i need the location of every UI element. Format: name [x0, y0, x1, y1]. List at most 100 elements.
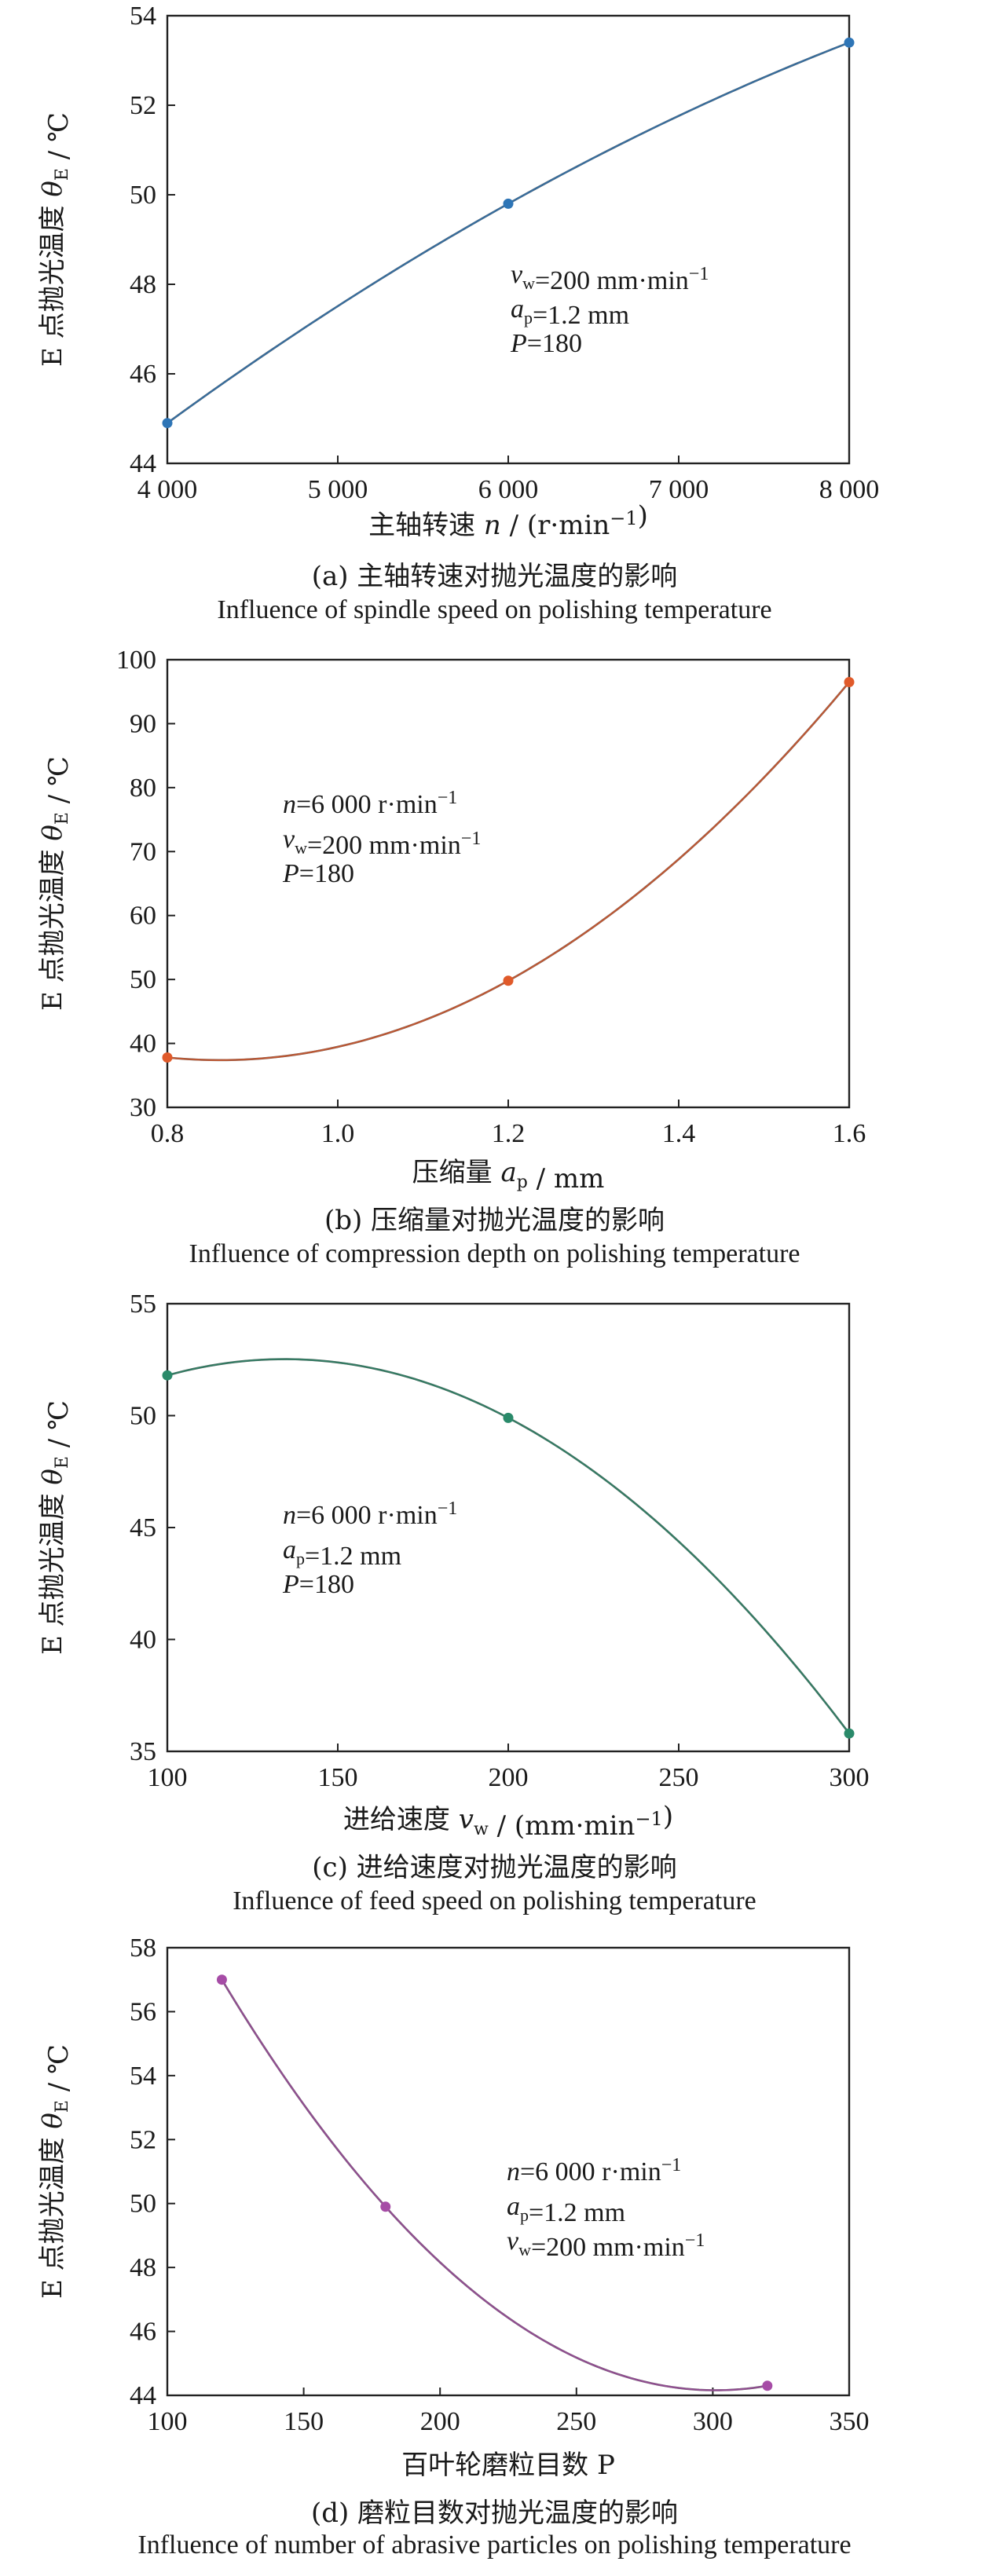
parameter-annotation: n=6 000 r·min−1 [507, 2155, 681, 2186]
y-tick-label: 44 [130, 449, 156, 478]
x-axis-label: 进给速度 vw / (mm·min−1) [343, 1801, 673, 1842]
x-tick-label: 100 [148, 2407, 188, 2436]
x-tick-label: 300 [693, 2407, 733, 2436]
parameter-annotation: P=180 [282, 1570, 354, 1599]
parameter-annotation: P=180 [510, 329, 582, 358]
y-tick-label: 45 [130, 1513, 156, 1542]
series-line-accent [167, 681, 850, 1061]
chart-c-subtitle: Influence of feed speed on polishing tem… [233, 1886, 756, 1916]
chart-panel-b: 0.8 1.0 1.2 1.4 1.6 30 40 50 60 70 80 90 100 压缩量 ap /… [0, 636, 989, 1280]
series-line-accent [221, 1979, 768, 2391]
chart-b-plot: 0.8 1.0 1.2 1.4 1.6 30 40 50 60 70 80 90 100 压缩量 ap /… [37, 646, 866, 1195]
chart-b-subtitle: Influence of compression depth on polish… [189, 1239, 800, 1268]
parameter-annotation: ap=1.2 mm [283, 1535, 401, 1571]
data-point [503, 975, 514, 986]
data-point [380, 2201, 391, 2212]
data-point [216, 1974, 227, 1985]
y-axis-label: E 点抛光温度 θE / ℃ [37, 756, 75, 1011]
x-tick-label: 0.8 [151, 1119, 185, 1148]
y-tick-label: 58 [130, 1934, 156, 1963]
y-tick-label: 60 [130, 902, 156, 931]
y-tick-label: 90 [130, 709, 156, 738]
y-tick-label: 80 [130, 774, 156, 803]
parameter-annotation: P=180 [282, 859, 354, 888]
x-tick-label: 1.4 [662, 1119, 696, 1148]
y-tick-label: 54 [130, 2062, 156, 2091]
y-tick-label: 55 [130, 1290, 156, 1319]
chart-panel-a: 4 000 5 000 6 000 7 000 8 000 44 46 48 50 52 54 主轴转… [0, 0, 989, 636]
x-tick-label: 7 000 [649, 475, 709, 504]
y-tick-label: 100 [116, 646, 156, 675]
chart-d-title: (d) 磨粒目数对抛光温度的影响 [310, 2497, 679, 2529]
x-tick-label: 100 [148, 1763, 188, 1792]
x-axis-label: 主轴转速 n / (r·min−1) [368, 500, 648, 541]
x-tick-label: 1.0 [321, 1119, 355, 1148]
chart-a-plot: 4 000 5 000 6 000 7 000 8 000 44 46 48 50 52 54 主轴转… [37, 2, 880, 541]
chart-b-title: (b) 压缩量对抛光温度的影响 [324, 1205, 665, 1236]
chart-c-title: (c) 进给速度对抛光温度的影响 [312, 1852, 677, 1883]
x-tick-label: 150 [318, 1763, 358, 1792]
y-tick-label: 30 [130, 1093, 156, 1122]
data-point [503, 1412, 514, 1423]
parameter-annotation: ap=1.2 mm [511, 295, 629, 330]
x-tick-label: 150 [284, 2407, 324, 2436]
y-tick-label: 52 [130, 2125, 156, 2154]
y-tick-label: 40 [130, 1626, 156, 1655]
x-tick-label: 6 000 [478, 475, 539, 504]
parameter-annotation: n=6 000 r·min−1 [283, 788, 457, 819]
y-tick-label: 52 [130, 91, 156, 120]
y-tick-label: 56 [130, 1997, 156, 2026]
chart-a-subtitle: Influence of spindle speed on polishing … [217, 595, 772, 624]
y-axis-label: E 点抛光温度 θE / ℃ [37, 1400, 75, 1655]
x-tick-label: 300 [830, 1763, 870, 1792]
y-tick-label: 40 [130, 1030, 156, 1059]
chart-a-title: (a) 主轴转速对抛光温度的影响 [311, 561, 678, 592]
x-axis-label: 百叶轮磨粒目数 P [401, 2450, 615, 2481]
parameter-annotation: vw=200 mm·min−1 [283, 825, 481, 860]
y-tick-label: 48 [130, 2253, 156, 2282]
x-tick-label: 1.6 [833, 1119, 866, 1148]
y-tick-label: 50 [130, 181, 156, 210]
data-point [162, 418, 173, 429]
x-tick-label: 250 [556, 2407, 596, 2436]
x-tick-label: 8 000 [819, 475, 880, 504]
chart-panel-d: 100 150 200 250 300 350 44 46 48 50 52 54 56 58 百叶轮磨粒目… [0, 1924, 989, 2576]
data-point [162, 1370, 173, 1381]
chart-d-subtitle: Influence of number of abrasive particle… [137, 2530, 852, 2560]
x-tick-label: 250 [659, 1763, 699, 1792]
plot-frame [166, 1946, 851, 2397]
chart-panel-c: 100 150 200 250 300 35 40 45 50 55 进给速度 vw / (mm·m… [0, 1280, 989, 1924]
data-point [844, 1728, 855, 1739]
y-tick-label: 48 [130, 270, 156, 299]
series-line [167, 41, 850, 424]
series-line [167, 681, 850, 1062]
data-point [762, 2380, 773, 2391]
parameter-annotation: ap=1.2 mm [507, 2192, 625, 2227]
y-tick-label: 50 [130, 1402, 156, 1431]
x-tick-label: 350 [830, 2407, 870, 2436]
y-axis-label: E 点抛光温度 θE / ℃ [37, 112, 75, 367]
x-axis-label: 压缩量 ap / mm [412, 1157, 605, 1195]
plot-frame [166, 14, 851, 465]
plot-frame [166, 658, 851, 1109]
y-tick-label: 50 [130, 2190, 156, 2219]
y-tick-label: 46 [130, 2318, 156, 2347]
parameter-annotation: vw=200 mm·min−1 [511, 260, 709, 295]
data-point [844, 677, 855, 687]
y-tick-label: 70 [130, 837, 156, 866]
y-tick-label: 44 [130, 2381, 156, 2410]
y-tick-label: 46 [130, 360, 156, 389]
y-axis-label: E 点抛光温度 θE / ℃ [37, 2044, 75, 2299]
series-line [221, 1979, 768, 2391]
data-point [844, 37, 855, 48]
data-point [162, 1052, 173, 1063]
y-tick-label: 50 [130, 965, 156, 994]
x-tick-label: 4 000 [137, 475, 198, 504]
y-tick-label: 35 [130, 1737, 156, 1766]
x-tick-label: 200 [489, 1763, 529, 1792]
x-tick-label: 5 000 [308, 475, 368, 504]
plot-frame [166, 1302, 851, 1753]
data-point [503, 198, 514, 209]
x-tick-label: 200 [420, 2407, 460, 2436]
x-tick-label: 1.2 [492, 1119, 526, 1148]
